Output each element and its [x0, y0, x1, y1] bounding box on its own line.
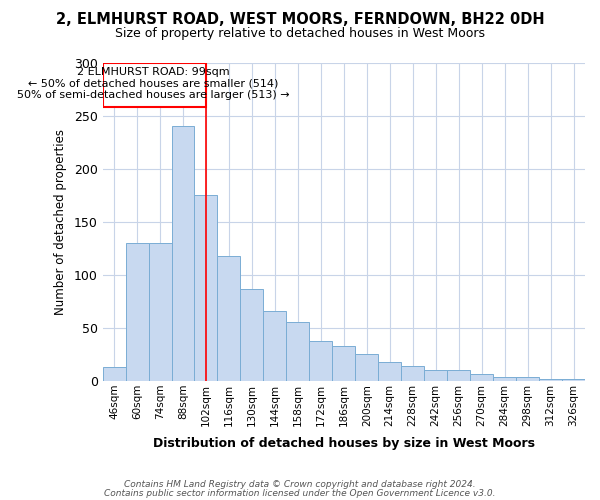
- Bar: [103, 367, 125, 381]
- Bar: [562, 379, 585, 381]
- Text: Contains HM Land Registry data © Crown copyright and database right 2024.: Contains HM Land Registry data © Crown c…: [124, 480, 476, 489]
- FancyBboxPatch shape: [103, 62, 206, 107]
- Text: 2, ELMHURST ROAD, WEST MOORS, FERNDOWN, BH22 0DH: 2, ELMHURST ROAD, WEST MOORS, FERNDOWN, …: [56, 12, 544, 28]
- Bar: [470, 374, 493, 381]
- Text: 2 ELMHURST ROAD: 99sqm: 2 ELMHURST ROAD: 99sqm: [77, 66, 229, 76]
- Bar: [241, 288, 263, 381]
- Bar: [125, 243, 149, 381]
- Bar: [172, 126, 194, 381]
- Bar: [401, 366, 424, 381]
- Y-axis label: Number of detached properties: Number of detached properties: [54, 128, 67, 314]
- Bar: [332, 346, 355, 381]
- Bar: [378, 362, 401, 381]
- Text: Contains public sector information licensed under the Open Government Licence v3: Contains public sector information licen…: [104, 488, 496, 498]
- Bar: [194, 195, 217, 381]
- Text: 50% of semi-detached houses are larger (513) →: 50% of semi-detached houses are larger (…: [17, 90, 289, 100]
- Bar: [424, 370, 447, 381]
- Bar: [516, 376, 539, 381]
- Text: ← 50% of detached houses are smaller (514): ← 50% of detached houses are smaller (51…: [28, 78, 278, 88]
- Text: Size of property relative to detached houses in West Moors: Size of property relative to detached ho…: [115, 28, 485, 40]
- Bar: [493, 376, 516, 381]
- Bar: [286, 322, 310, 381]
- Bar: [149, 243, 172, 381]
- Bar: [310, 340, 332, 381]
- Bar: [355, 354, 378, 381]
- Bar: [539, 379, 562, 381]
- Bar: [217, 256, 241, 381]
- X-axis label: Distribution of detached houses by size in West Moors: Distribution of detached houses by size …: [153, 437, 535, 450]
- Bar: [263, 311, 286, 381]
- Bar: [447, 370, 470, 381]
